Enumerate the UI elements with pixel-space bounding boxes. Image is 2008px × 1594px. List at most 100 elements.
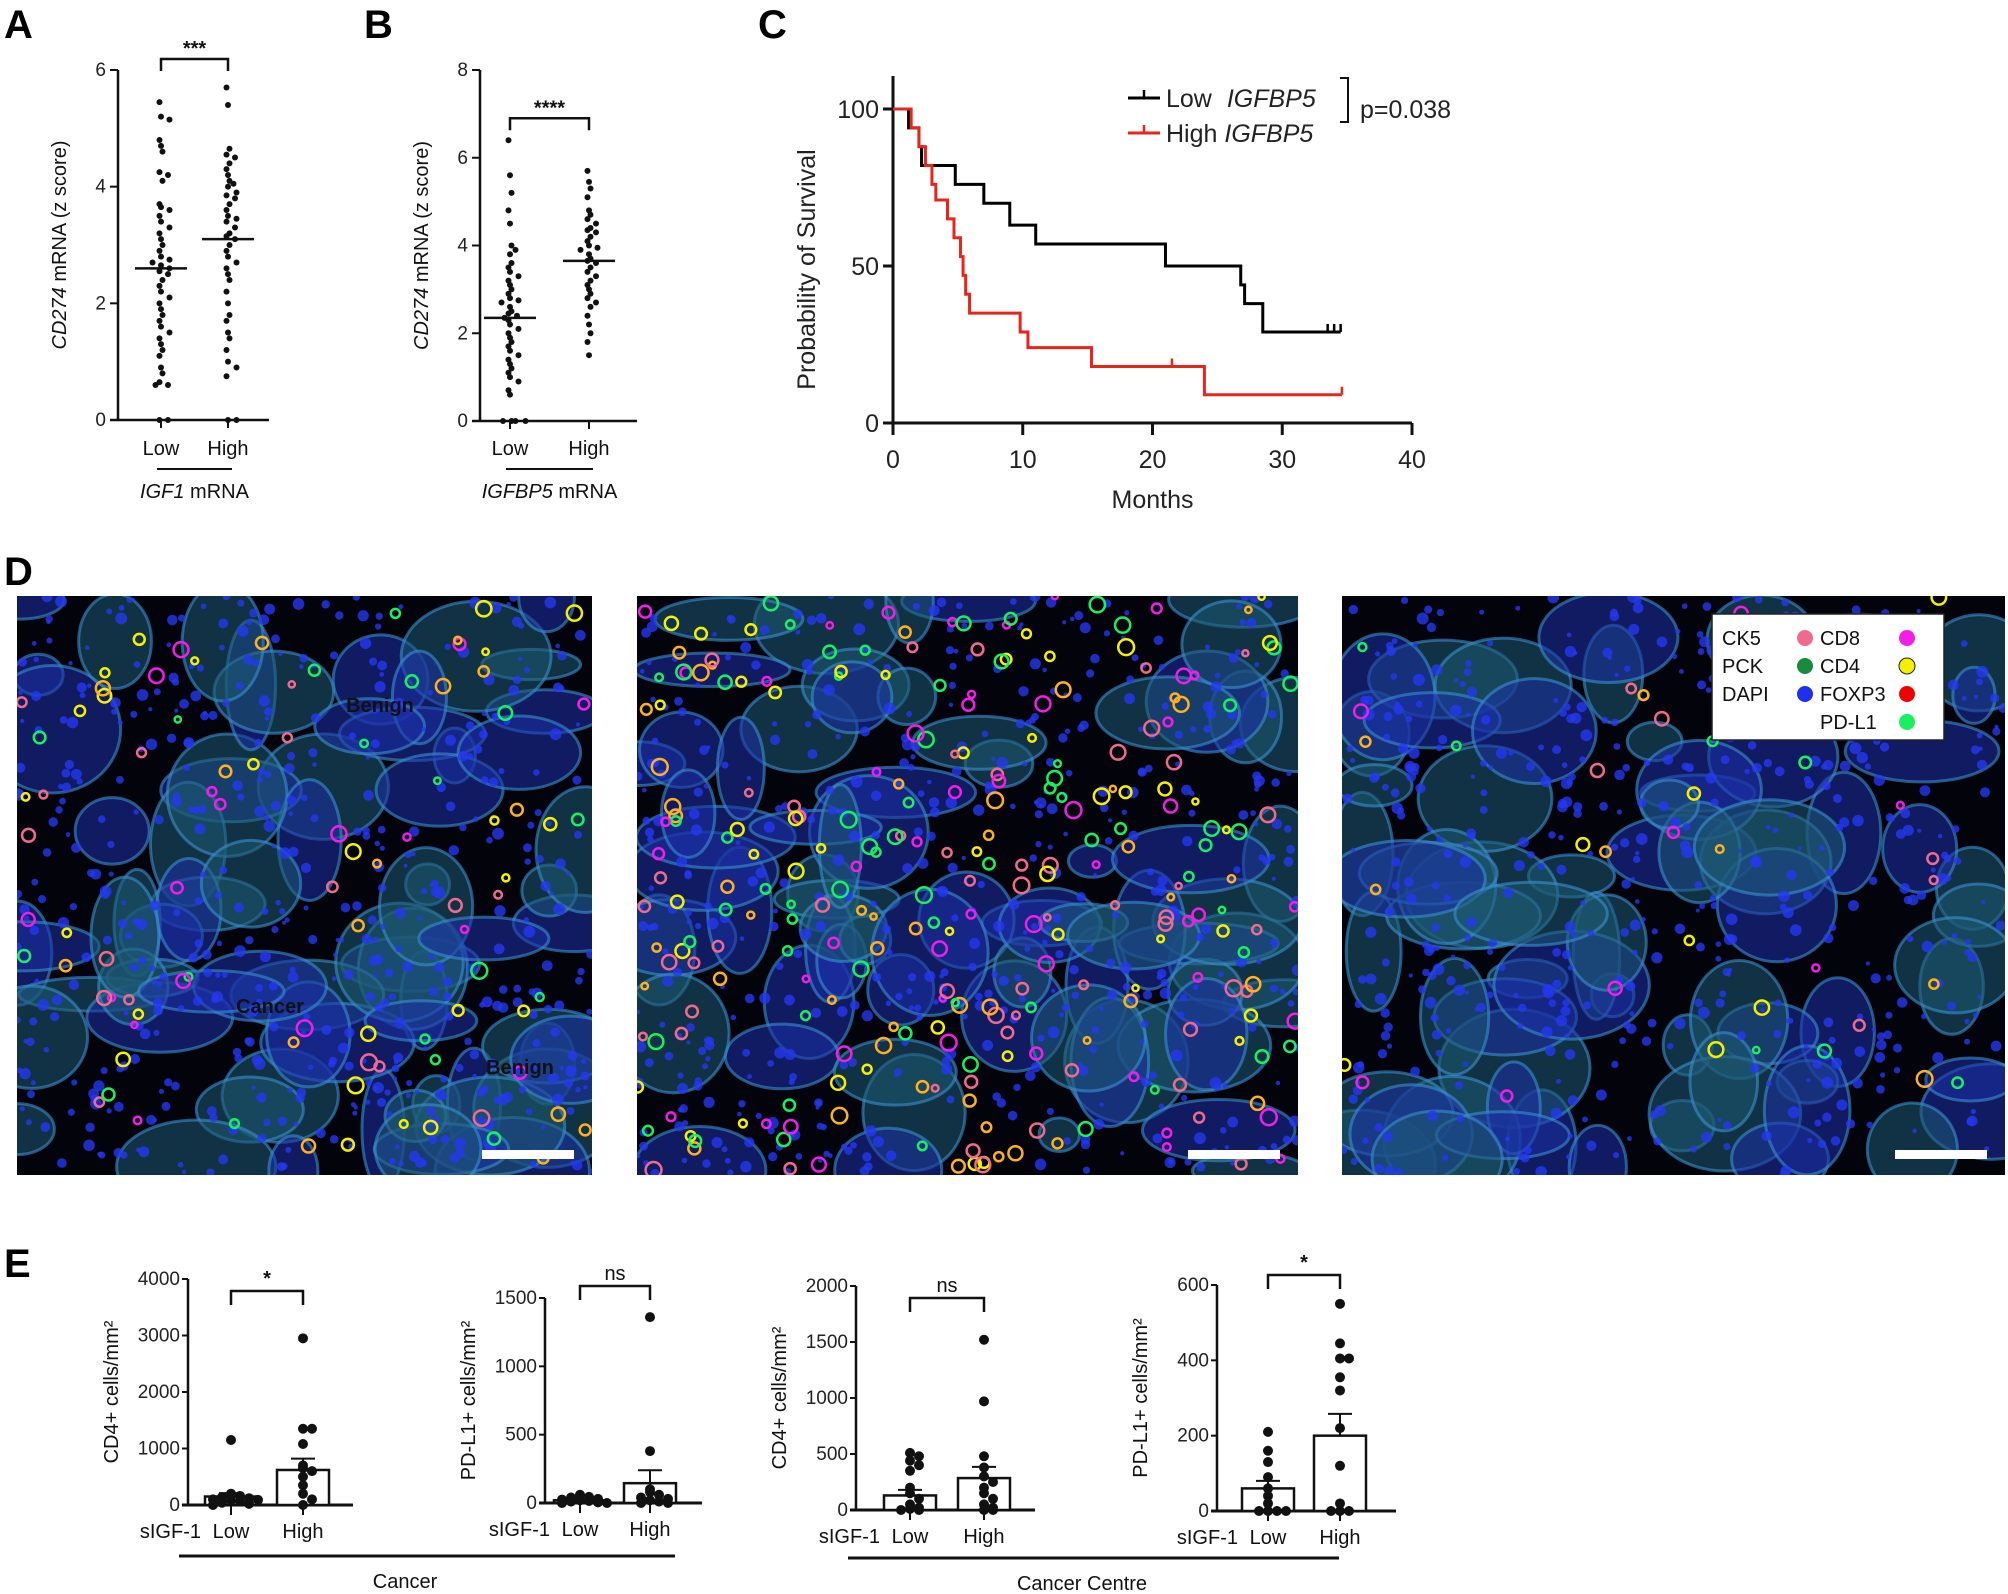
nucleus-dot — [1106, 958, 1116, 968]
immune-cell-dot — [962, 1055, 979, 1073]
nucleus-dot — [1825, 868, 1835, 877]
nucleus-dot — [257, 1133, 267, 1143]
significance-label: **** — [534, 97, 565, 119]
nucleus-dot — [1374, 651, 1381, 657]
nucleus-dot — [1449, 704, 1462, 717]
nucleus-dot — [1253, 821, 1259, 827]
nucleus-dot — [863, 1162, 873, 1171]
gland-shape — [1865, 1101, 1959, 1175]
nucleus-dot — [998, 975, 1009, 986]
immune-cell-dot — [17, 696, 28, 709]
immune-cell-dot — [1355, 1075, 1370, 1090]
immune-cell-dot — [1191, 797, 1200, 806]
nucleus-dot — [244, 1037, 252, 1045]
nucleus-dot — [310, 713, 321, 723]
nucleus-dot — [365, 1099, 371, 1105]
nucleus-dot — [1817, 1139, 1827, 1149]
immune-cell-dot — [1266, 640, 1282, 656]
nucleus-dot — [1487, 948, 1494, 955]
nucleus-dot — [129, 1054, 141, 1065]
nucleus-dot — [747, 1074, 752, 1079]
immune-cell-dot — [965, 1143, 981, 1159]
nucleus-dot — [1995, 920, 2005, 931]
data-point — [498, 299, 505, 306]
immune-cell-dot — [908, 921, 923, 936]
nucleus-dot — [1560, 1006, 1571, 1017]
immune-cell-dot — [1191, 907, 1207, 923]
immune-cell-dot — [787, 810, 804, 827]
nucleus-dot — [1430, 1013, 1439, 1023]
nucleus-dot — [405, 1092, 412, 1099]
nucleus-dot — [933, 999, 939, 1005]
nucleus-dot — [1601, 716, 1609, 724]
nucleus-dot — [1948, 679, 1959, 691]
nucleus-dot — [639, 1141, 649, 1151]
nucleus-dot — [828, 806, 837, 815]
nucleus-dot — [662, 975, 674, 987]
nucleus-dot — [1540, 775, 1552, 788]
data-point — [654, 1496, 664, 1507]
nucleus-dot — [1065, 769, 1073, 777]
nucleus-dot — [737, 1111, 742, 1117]
nucleus-dot — [1352, 1062, 1365, 1074]
nucleus-dot — [1042, 667, 1047, 673]
data-point — [593, 299, 599, 306]
immune-cell-dot — [20, 911, 36, 928]
nucleus-dot — [1091, 1026, 1100, 1034]
gland-shape — [417, 915, 551, 962]
nucleus-dot — [1219, 1127, 1227, 1134]
nucleus-dot — [85, 1122, 95, 1132]
nucleus-dot — [1342, 793, 1353, 804]
nucleus-dot — [642, 816, 651, 825]
nucleus-dot — [1851, 605, 1861, 615]
nucleus-dot — [434, 1088, 447, 1101]
nucleus-dot — [540, 880, 551, 892]
tissue-texture — [17, 596, 592, 1175]
nucleus-dot — [1651, 952, 1663, 964]
nucleus-dot — [689, 808, 700, 820]
nucleus-dot — [650, 922, 659, 931]
x-axis-label: Months — [1112, 486, 1194, 514]
nucleus-dot — [1428, 971, 1437, 981]
nucleus-dot — [1893, 1067, 1901, 1074]
nucleus-dot — [682, 1120, 689, 1127]
panel-label-b: B — [364, 3, 393, 47]
y-tick-label: 2000 — [806, 1276, 848, 1297]
nucleus-dot — [863, 598, 875, 610]
immune-cell-dot — [1241, 649, 1250, 658]
nucleus-dot — [953, 648, 959, 654]
y-axis-label: CD4+ cells/mm² — [101, 1320, 123, 1463]
nucleus-dot — [83, 1139, 95, 1152]
immune-cell-dot — [1150, 602, 1163, 615]
nucleus-dot — [509, 596, 518, 602]
nucleus-dot — [1725, 913, 1738, 926]
nucleus-dot — [430, 879, 440, 888]
nucleus-dot — [106, 1108, 112, 1114]
legend-marker-swatch — [1899, 630, 1915, 646]
immune-cell-dot — [1161, 1141, 1172, 1153]
data-point — [158, 341, 164, 348]
y-tick-label: 0 — [865, 410, 879, 438]
immune-cell-dot — [880, 669, 891, 681]
immune-cell-dot — [931, 940, 949, 958]
immune-cell-dot — [974, 1156, 992, 1174]
data-point — [896, 1505, 906, 1515]
immune-cell-dot — [1352, 703, 1370, 720]
nucleus-dot — [1350, 847, 1356, 853]
gland-shape — [637, 1124, 768, 1175]
nucleus-dot — [772, 908, 778, 914]
nucleus-dot — [17, 1067, 23, 1074]
nucleus-dot — [1552, 979, 1562, 989]
immune-cell-dot — [1192, 971, 1204, 983]
nucleus-dot — [1227, 1116, 1239, 1128]
immune-cell-dot — [687, 956, 701, 970]
nucleus-dot — [388, 992, 397, 1001]
immune-cell-dot — [1357, 641, 1368, 653]
nucleus-dot — [59, 797, 66, 805]
nucleus-dot — [174, 708, 179, 713]
nucleus-dot — [130, 597, 135, 602]
gland-shape — [1370, 1109, 1504, 1175]
data-point — [584, 1495, 594, 1506]
immune-cell-dot — [1028, 1122, 1046, 1139]
nucleus-dot — [102, 935, 112, 945]
